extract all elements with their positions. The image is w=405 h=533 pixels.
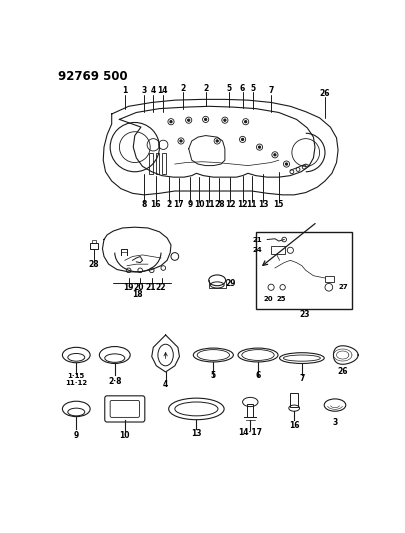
Text: 18: 18 — [132, 290, 143, 300]
Text: 24: 24 — [253, 247, 262, 253]
Text: 5: 5 — [211, 370, 216, 379]
Text: 20: 20 — [264, 296, 274, 302]
Text: 9: 9 — [188, 200, 193, 209]
Text: 29: 29 — [226, 279, 236, 288]
Text: 2·8: 2·8 — [108, 377, 122, 386]
Text: 15: 15 — [274, 200, 284, 209]
Text: 2: 2 — [166, 200, 171, 209]
Text: 21: 21 — [145, 283, 156, 292]
Text: 2: 2 — [203, 84, 208, 93]
Text: 4: 4 — [151, 86, 156, 95]
Text: 12: 12 — [225, 200, 236, 209]
Text: 92769 500: 92769 500 — [58, 70, 128, 83]
Bar — [92, 239, 96, 243]
Text: 28: 28 — [89, 260, 99, 269]
Text: 8: 8 — [141, 200, 147, 209]
Text: 26: 26 — [337, 367, 348, 376]
Circle shape — [241, 138, 244, 141]
Circle shape — [216, 140, 218, 142]
Text: 7: 7 — [299, 374, 305, 383]
Text: 19: 19 — [124, 283, 134, 292]
Bar — [162, 152, 166, 174]
Text: 20: 20 — [133, 283, 144, 292]
Text: 14·17: 14·17 — [238, 427, 262, 437]
Text: 22: 22 — [156, 283, 166, 292]
Text: 7: 7 — [269, 86, 274, 95]
Text: 16: 16 — [289, 422, 299, 430]
Circle shape — [258, 146, 261, 148]
Circle shape — [245, 120, 247, 123]
Text: 6: 6 — [256, 370, 261, 379]
Text: 11: 11 — [247, 200, 257, 209]
Circle shape — [188, 119, 190, 122]
Circle shape — [170, 120, 172, 123]
Bar — [156, 152, 160, 174]
Text: 3: 3 — [141, 86, 147, 95]
Bar — [271, 246, 285, 254]
Circle shape — [205, 118, 207, 120]
Text: 13: 13 — [191, 429, 202, 438]
Text: 3: 3 — [333, 418, 338, 427]
Text: 11: 11 — [204, 200, 215, 209]
Text: 5: 5 — [251, 84, 256, 93]
Text: 17: 17 — [173, 200, 184, 209]
Bar — [256, 232, 352, 309]
Text: 10: 10 — [119, 431, 130, 440]
Text: 26: 26 — [320, 88, 330, 98]
Text: 9: 9 — [74, 431, 79, 440]
Text: 25: 25 — [276, 296, 286, 302]
Text: 10: 10 — [194, 200, 205, 209]
Text: 12: 12 — [237, 200, 248, 209]
Text: 14: 14 — [157, 86, 168, 95]
Text: 5: 5 — [226, 84, 231, 93]
Text: 13: 13 — [258, 200, 269, 209]
Bar — [325, 276, 334, 282]
Text: 27: 27 — [338, 284, 348, 290]
Bar — [149, 152, 153, 174]
Text: 6: 6 — [240, 84, 245, 93]
Text: 1·15
11·12: 1·15 11·12 — [65, 373, 87, 386]
Text: 21: 21 — [253, 237, 262, 243]
Bar — [247, 403, 254, 417]
Text: 4: 4 — [163, 380, 168, 389]
Text: 1: 1 — [122, 86, 128, 95]
Text: 23: 23 — [299, 310, 309, 319]
Text: 16: 16 — [150, 200, 161, 209]
Text: 28: 28 — [214, 200, 225, 209]
Circle shape — [224, 119, 226, 122]
Circle shape — [180, 140, 182, 142]
Bar — [290, 393, 298, 407]
Bar — [90, 243, 98, 249]
Text: 2: 2 — [180, 84, 185, 93]
Circle shape — [274, 154, 276, 156]
Circle shape — [286, 163, 288, 165]
